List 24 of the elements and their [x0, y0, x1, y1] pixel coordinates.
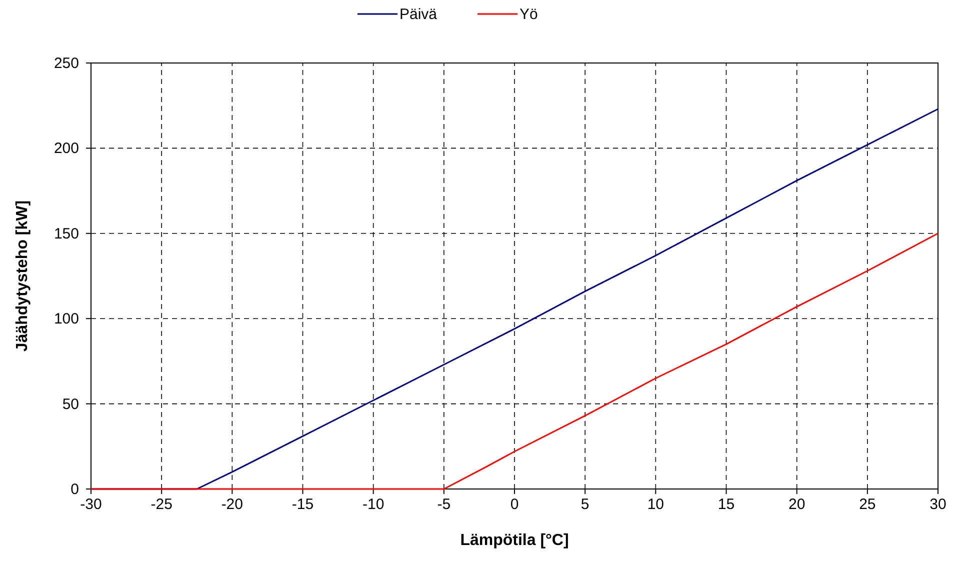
line-series — [90, 232, 939, 490]
x-tick-label: -20 — [221, 496, 244, 513]
legend-label: Päivä — [400, 6, 438, 23]
y-tick-label: 100 — [54, 310, 79, 328]
legend-label: Yö — [520, 6, 538, 23]
y-axis-title: Jäähdytysteho [kW] — [14, 200, 31, 352]
y-tick-label: 0 — [70, 481, 79, 498]
x-tick-label: -5 — [437, 496, 451, 513]
y-tick-label: 200 — [54, 140, 79, 158]
x-tick-label: -15 — [292, 496, 314, 513]
y-tick-label: 150 — [54, 225, 79, 242]
x-axis-title: Lämpötila [°C] — [460, 532, 569, 549]
x-tick-label: 10 — [647, 496, 664, 513]
x-tick-label: -10 — [362, 496, 384, 513]
y-tick-label: 50 — [62, 396, 79, 413]
x-tick-label: 15 — [718, 496, 735, 513]
x-tick-label: -25 — [150, 496, 172, 513]
x-tick-label: -30 — [80, 496, 102, 513]
x-tick-label: 25 — [859, 496, 876, 513]
x-tick-label: 20 — [788, 496, 806, 513]
x-tick-label: 0 — [510, 496, 519, 513]
x-tick-label: 5 — [580, 496, 590, 513]
x-tick-label: 30 — [930, 496, 946, 513]
y-tick-label: 250 — [54, 55, 79, 72]
